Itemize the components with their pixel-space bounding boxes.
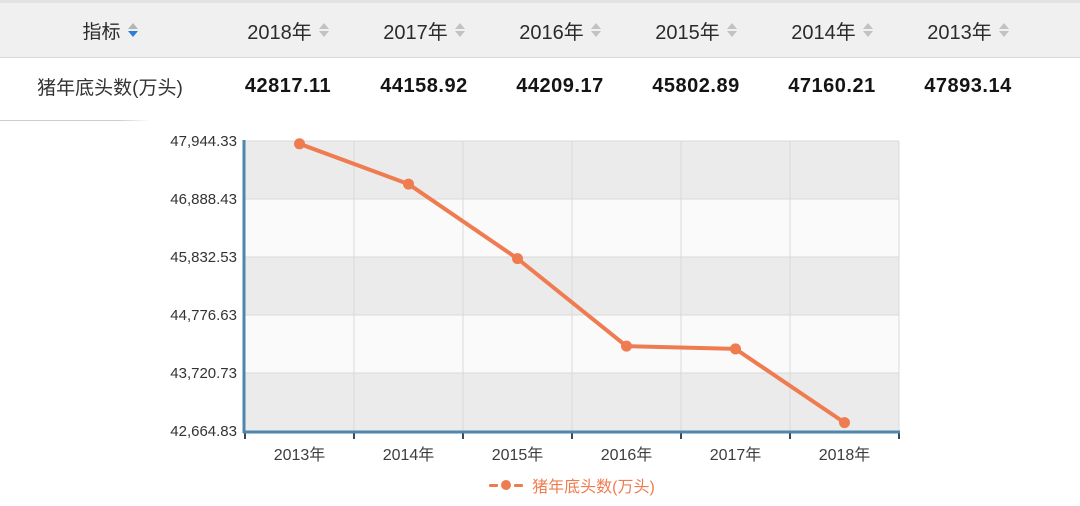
sort-down-arrow-icon <box>998 31 1009 37</box>
line-chart: 47,944.33 46,888.43 45,832.53 44,776.63 43,7… <box>0 125 1080 506</box>
x-axis-tick-label: 2013年 <box>274 446 326 464</box>
sort-icon-year[interactable] <box>454 23 465 37</box>
y-axis-tick-label: 45,832.53 <box>170 249 237 266</box>
header-cell-year-3[interactable]: 2015年 <box>628 16 764 45</box>
year-header-label: 2015年 <box>655 21 720 44</box>
indicator-table: 指标 2018年 2017年 2016年 2015年 2014年 2013年 猪年底头数(… <box>0 3 1080 115</box>
value-cell-4: 47160.21 <box>788 75 876 97</box>
header-cell-year-5[interactable]: 2013年 <box>900 16 1036 45</box>
header-cell-year-1[interactable]: 2017年 <box>356 16 492 45</box>
table-data-row: 猪年底头数(万头) 42817.11 44158.92 44209.17 45802.… <box>0 58 1080 115</box>
value-cell-2: 44209.17 <box>516 75 604 97</box>
header-cell-year-2[interactable]: 2016年 <box>492 16 628 45</box>
year-header-label: 2013年 <box>927 21 992 44</box>
sort-down-arrow-icon <box>590 31 601 37</box>
sort-down-arrow-icon <box>726 31 737 37</box>
row-label-cell: 猪年底头数(万头) <box>37 78 183 99</box>
header-cell-indicator[interactable]: 指标 <box>0 17 220 44</box>
sort-up-arrow-icon <box>998 23 1009 29</box>
legend-dash-icon <box>514 483 524 487</box>
x-axis-tick-label: 2014年 <box>383 446 435 464</box>
sort-up-arrow-icon <box>726 23 737 29</box>
sort-up-arrow-icon <box>862 23 873 29</box>
x-axis-tick-label: 2018年 <box>819 446 871 464</box>
sort-up-arrow-icon <box>127 23 138 29</box>
table-header-row: 指标 2018年 2017年 2016年 2015年 2014年 2013年 <box>0 3 1080 58</box>
indicator-header-label: 指标 <box>82 21 121 43</box>
legend-dash-icon <box>489 483 499 487</box>
sort-down-arrow-icon <box>127 31 138 37</box>
line-series <box>297 141 847 425</box>
year-header-label: 2017年 <box>383 21 448 44</box>
year-header-label: 2014年 <box>791 21 856 44</box>
legend-dot-icon <box>501 480 512 490</box>
sort-icon-indicator[interactable] <box>127 23 138 37</box>
y-axis-tick-label: 47,944.33 <box>170 133 237 150</box>
x-axis-tick-label: 2017年 <box>710 446 762 464</box>
data-point-2018年[interactable] <box>839 417 850 429</box>
top-border-strip <box>0 0 1080 3</box>
sort-icon-year[interactable] <box>318 23 329 37</box>
chart-legend[interactable]: 猪年底头数(万头) <box>245 473 899 497</box>
data-point-2013年[interactable] <box>294 138 305 150</box>
data-point-2016年[interactable] <box>621 340 632 352</box>
value-cell-1: 44158.92 <box>380 75 468 97</box>
sort-icon-year[interactable] <box>590 23 601 37</box>
y-axis-tick-label: 44,776.63 <box>170 307 237 324</box>
legend-line-marker-icon <box>489 480 524 490</box>
line-chart-canvas: 47,944.33 46,888.43 45,832.53 44,776.63 43,7… <box>170 133 900 464</box>
sort-up-arrow-icon <box>590 23 601 29</box>
sort-up-arrow-icon <box>318 23 329 29</box>
sort-down-arrow-icon <box>862 31 873 37</box>
data-point-2017年[interactable] <box>730 343 741 355</box>
year-header-label: 2016年 <box>519 21 584 44</box>
value-cell-5: 47893.14 <box>924 75 1012 97</box>
sort-up-arrow-icon <box>454 23 465 29</box>
data-point-2014年[interactable] <box>403 178 414 190</box>
x-axis-tick-label: 2015年 <box>492 446 544 464</box>
x-axis-tick-label: 2016年 <box>601 446 653 464</box>
sort-icon-year[interactable] <box>998 23 1009 37</box>
y-axis-tick-label: 42,664.83 <box>170 423 237 440</box>
legend-series-label: 猪年底头数(万头) <box>532 479 655 496</box>
sort-icon-year[interactable] <box>862 23 873 37</box>
y-axis-tick-label: 43,720.73 <box>170 365 237 382</box>
data-point-2015年[interactable] <box>512 253 523 265</box>
value-cell-3: 45802.89 <box>652 75 740 97</box>
sort-down-arrow-icon <box>318 31 329 37</box>
table-left-divider <box>0 120 150 121</box>
sort-down-arrow-icon <box>454 31 465 37</box>
header-cell-year-4[interactable]: 2014年 <box>764 16 900 45</box>
y-axis-tick-label: 46,888.43 <box>170 191 237 208</box>
header-cell-year-0[interactable]: 2018年 <box>220 16 356 45</box>
sort-icon-year[interactable] <box>726 23 737 37</box>
year-header-label: 2018年 <box>247 21 312 44</box>
value-cell-0: 42817.11 <box>244 75 332 97</box>
